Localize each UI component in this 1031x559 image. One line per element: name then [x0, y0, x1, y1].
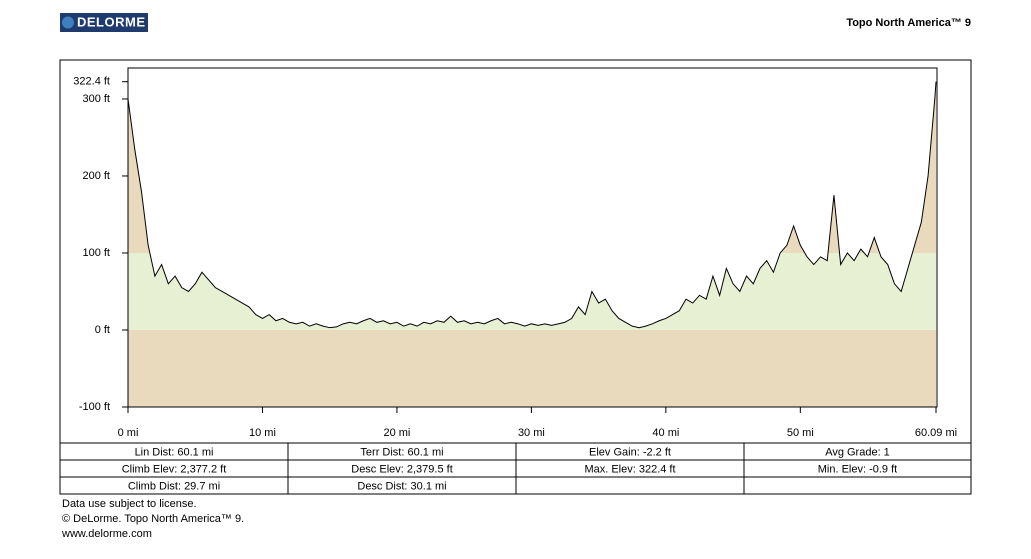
elevation-line	[127, 81, 937, 329]
y-tick-label: 0 ft	[95, 324, 110, 336]
logo-globe	[62, 16, 74, 29]
plot-frame	[127, 67, 938, 408]
x-tick-label: 0 mi	[118, 427, 139, 439]
x-tick-label: 40 mi	[652, 427, 679, 439]
y-tick-label: -100 ft	[79, 401, 110, 413]
stat-cell: Avg Grade: 1	[825, 446, 890, 458]
stat-cell: Climb Elev: 2,377.2 ft	[122, 463, 227, 475]
stat-cell: Desc Elev: 2,379.5 ft	[351, 463, 453, 475]
y-tick-label: 300 ft	[82, 93, 110, 105]
stat-cell: Elev Gain: -2.2 ft	[589, 446, 671, 458]
product-title: Topo North America™ 9	[846, 17, 971, 29]
x-tick-label: 50 mi	[787, 427, 814, 439]
logo-box	[60, 13, 148, 32]
stat-cell: Min. Elev: -0.9 ft	[818, 463, 897, 475]
y-tick-label: 322.4 ft	[73, 76, 110, 88]
logo-text: DELORME	[77, 14, 146, 29]
x-tick-label: 30 mi	[518, 427, 545, 439]
stat-cell: Climb Dist: 29.7 mi	[128, 480, 220, 492]
y-tick-label: 100 ft	[82, 247, 110, 259]
x-tick-label: 60.09 mi	[915, 427, 957, 439]
stat-cell: Desc Dist: 30.1 mi	[357, 480, 446, 492]
stat-cell: Lin Dist: 60.1 mi	[135, 446, 214, 458]
footer-line: www.delorme.com	[61, 528, 152, 540]
stat-cell: Terr Dist: 60.1 mi	[360, 446, 443, 458]
footer-line: Data use subject to license.	[62, 498, 197, 510]
stat-cell: Max. Elev: 322.4 ft	[584, 463, 675, 475]
x-tick-label: 20 mi	[383, 427, 410, 439]
footer-line: © DeLorme. Topo North America™ 9.	[62, 513, 244, 525]
x-tick-label: 10 mi	[249, 427, 276, 439]
below-zero-area	[128, 329, 936, 407]
area-low	[128, 252, 936, 330]
y-tick-label: 200 ft	[82, 170, 110, 182]
